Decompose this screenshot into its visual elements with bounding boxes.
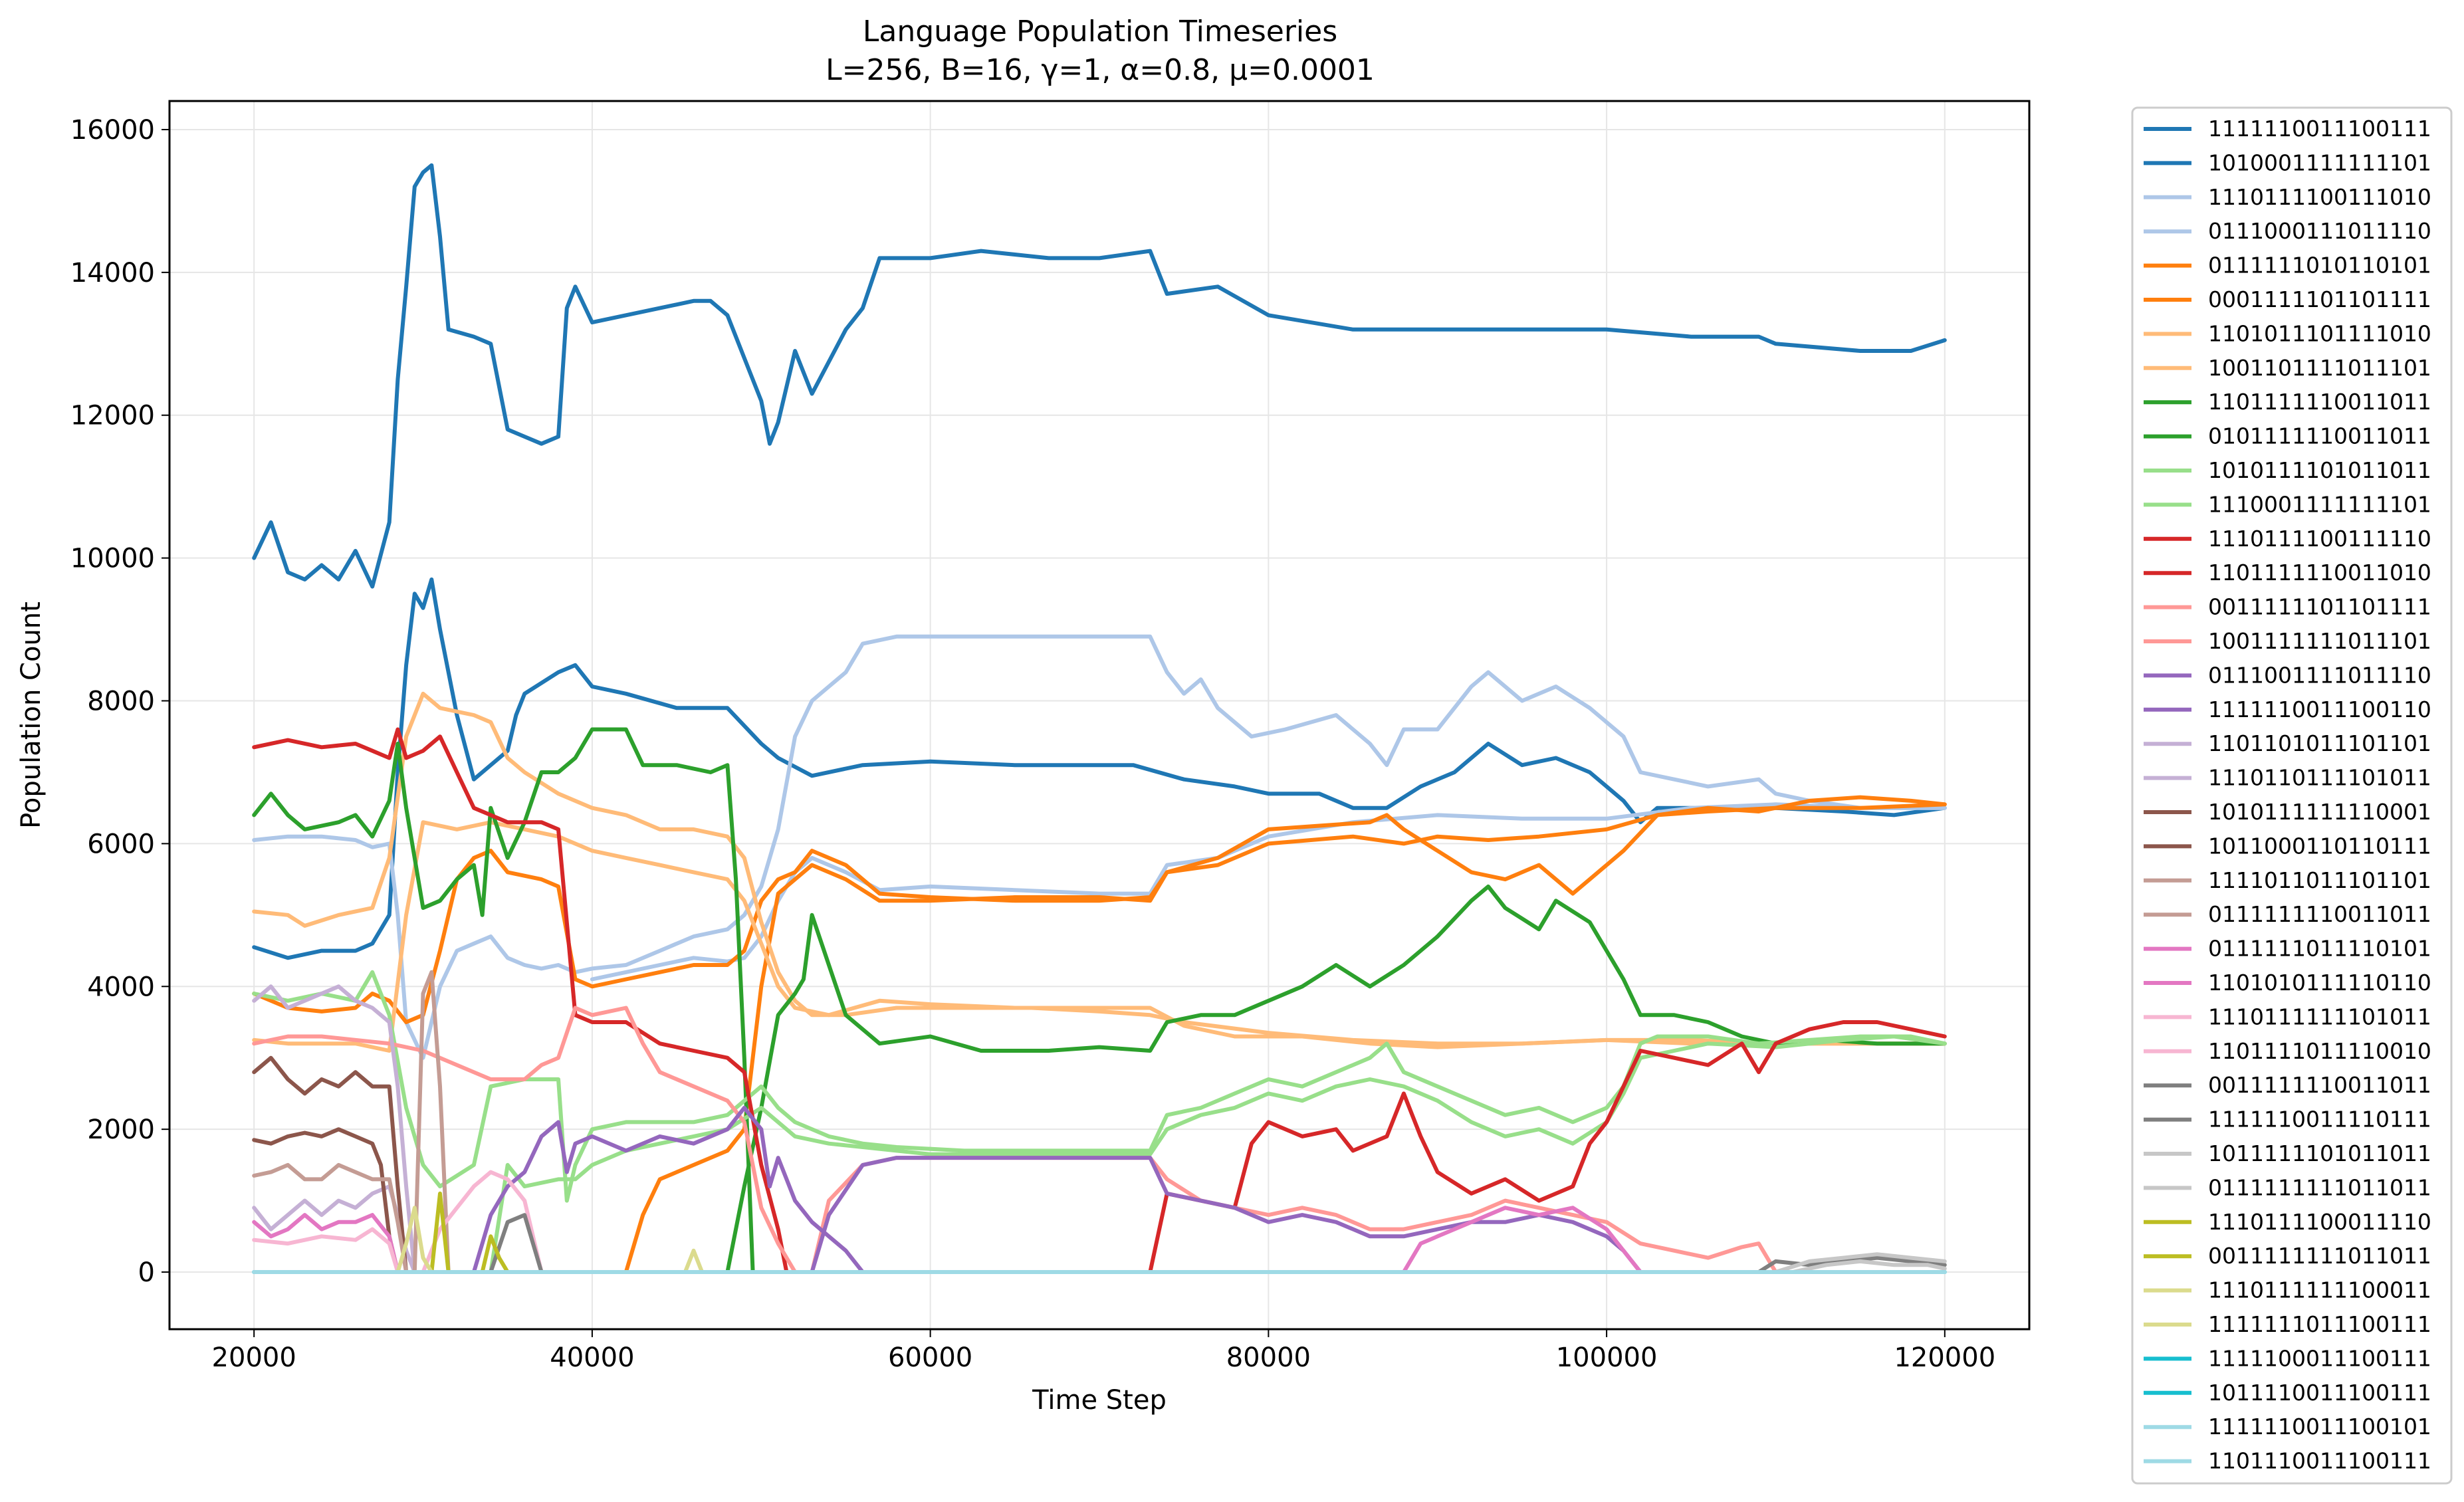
legend-label: 1001101111011101 — [2208, 355, 2431, 381]
series-line-1101011101111010 — [252, 691, 1947, 1046]
series-line-1111011011101101 — [252, 1162, 409, 1274]
legend-label: 1101111110011010 — [2208, 560, 2431, 586]
y-tick-label: 10000 — [70, 544, 155, 574]
series-line-0011111101101111 — [252, 1006, 798, 1274]
series-line-1101111110011011 — [252, 727, 755, 1274]
series-line-1111110011100111 — [252, 163, 1947, 589]
legend-label: 1101111110011011 — [2208, 389, 2431, 415]
plot-frame — [168, 100, 2031, 1331]
legend-label: 0011111111011011 — [2208, 1243, 2431, 1269]
legend-frame — [2131, 106, 2453, 1485]
y-tick-label: 12000 — [70, 401, 155, 431]
legend-label: 1110111100111110 — [2208, 526, 2431, 552]
y-tick-label: 14000 — [70, 258, 155, 288]
legend-label: 1110111111100011 — [2208, 1277, 2431, 1303]
series-line-1110001111111101 — [489, 1034, 1947, 1274]
legend-label: 1111100011100111 — [2208, 1345, 2431, 1371]
legend-label: 1110111100111010 — [2208, 184, 2431, 210]
series-line-1010111101011011 — [252, 970, 1947, 1203]
series-line-0111111111011011 — [1790, 1259, 1947, 1274]
y-tick-label: 6000 — [87, 829, 155, 859]
legend-label: 1110110111101011 — [2208, 765, 2431, 791]
legend-label: 1111110011100111 — [2208, 116, 2431, 142]
y-tick-label: 8000 — [87, 687, 155, 717]
series-line-1001101111011101 — [252, 820, 1947, 1053]
legend-label: 0011111110011011 — [2208, 1072, 2431, 1098]
y-axis-label: Population Count — [16, 601, 47, 829]
legend-label: 1111110011110111 — [2208, 1107, 2431, 1132]
x-tick-label: 60000 — [888, 1342, 972, 1373]
series-line-0111111110011011 — [412, 970, 451, 1274]
x-tick-label: 80000 — [1226, 1342, 1311, 1373]
series-line-1101010111110110 — [1401, 1206, 1642, 1274]
y-tick-label: 16000 — [70, 115, 155, 146]
legend-label: 1011000110110111 — [2208, 833, 2431, 859]
legend-label: 0111111111011011 — [2208, 1174, 2431, 1200]
series-line-1111110011100110 — [810, 1156, 1642, 1274]
legend-label: 1101101011101101 — [2208, 730, 2431, 756]
x-tick-label: 20000 — [212, 1342, 296, 1373]
series-line-1110110111101011 — [252, 984, 417, 1274]
legend: 1111110011100111 1010001111111101 11101111… — [2131, 106, 2453, 1485]
series-line-0001111101101111 — [623, 802, 1947, 1274]
x-tick-label: 120000 — [1894, 1342, 1995, 1373]
series-line-1011000110110111 — [252, 1127, 400, 1274]
legend-label: 1010111101011011 — [2208, 457, 2431, 483]
x-tick-label: 40000 — [550, 1342, 634, 1373]
series-line-1101111110011010 — [1148, 1020, 1947, 1274]
legend-label: 0111001111011110 — [2208, 662, 2431, 688]
legend-label: 0111000111011110 — [2208, 218, 2431, 244]
legend-label: 0011111101101111 — [2208, 594, 2431, 620]
x-axis-label: Time Step — [1032, 1385, 1167, 1416]
legend-label: 1111110011100101 — [2208, 1414, 2431, 1440]
legend-label: 1001111111011101 — [2208, 628, 2431, 654]
series-line-1111111011100111 — [683, 1248, 705, 1274]
series-line-1110111100011110 — [429, 1191, 451, 1274]
series-line-0011111111011011 — [480, 1234, 510, 1274]
series-line-1101111011110010 — [252, 1227, 400, 1274]
legend-label: 0111111010110101 — [2208, 253, 2431, 278]
chart-title: Language Population Timeseries — [863, 15, 1337, 49]
series-line-0111111010110101 — [252, 795, 1947, 1024]
chart-subtitle: L=256, B=16, γ=1, α=0.8, μ=0.0001 — [826, 53, 1375, 87]
legend-label: 0101111110011011 — [2208, 423, 2431, 449]
legend-label: 1011111101011011 — [2208, 1140, 2431, 1166]
series-line-0101111110011011 — [725, 884, 1947, 1274]
legend-label: 0001111101101111 — [2208, 286, 2431, 312]
legend-label: 1110111111101011 — [2208, 1004, 2431, 1029]
legend-label: 1101011101111010 — [2208, 320, 2431, 346]
grid-layer — [169, 101, 2029, 1329]
legend-label: 1101110011100111 — [2208, 1448, 2431, 1474]
legend-label: 0111111011110101 — [2208, 936, 2431, 962]
series-line-1110111100111110 — [252, 727, 789, 1274]
y-axis-ticks: 0 2000 4000 6000 8000 10000 12000 14000 16000 — [70, 115, 169, 1288]
series-line-1110111100111010 — [252, 634, 1947, 1060]
series-line-1011111101011011 — [1773, 1252, 1947, 1274]
x-axis-ticks: 20000 40000 60000 80000 100000 120000 — [212, 1329, 1995, 1373]
series-line-1010111111110001 — [252, 1055, 409, 1274]
legend-label: 1111011011101101 — [2208, 867, 2431, 893]
legend-label: 1110111100011110 — [2208, 1209, 2431, 1235]
series-line-1010001111111101 — [252, 577, 1947, 960]
legend-label: 0111111110011011 — [2208, 901, 2431, 927]
legend-label: 1111111011100111 — [2208, 1311, 2431, 1337]
series-line-0111111011110101 — [252, 1213, 400, 1274]
y-tick-label: 2000 — [87, 1115, 155, 1145]
series-line-1110111111100011 — [395, 1206, 434, 1274]
series-line-0011111110011011 — [489, 1213, 544, 1274]
y-tick-label: 4000 — [87, 972, 155, 1002]
legend-label: 1101010111110110 — [2208, 970, 2431, 996]
legend-label: 1110001111111101 — [2208, 491, 2431, 517]
series-layer — [252, 163, 1947, 1274]
y-tick-label: 0 — [138, 1257, 155, 1288]
legend-label: 1111110011100110 — [2208, 697, 2431, 722]
series-line-0111001111011110 — [471, 1105, 865, 1274]
legend-label: 1010111111110001 — [2208, 799, 2431, 825]
legend-label: 1011110011100111 — [2208, 1380, 2431, 1406]
legend-label: 1101111011110010 — [2208, 1038, 2431, 1064]
x-tick-label: 100000 — [1556, 1342, 1658, 1373]
legend-label: 1010001111111101 — [2208, 150, 2431, 175]
